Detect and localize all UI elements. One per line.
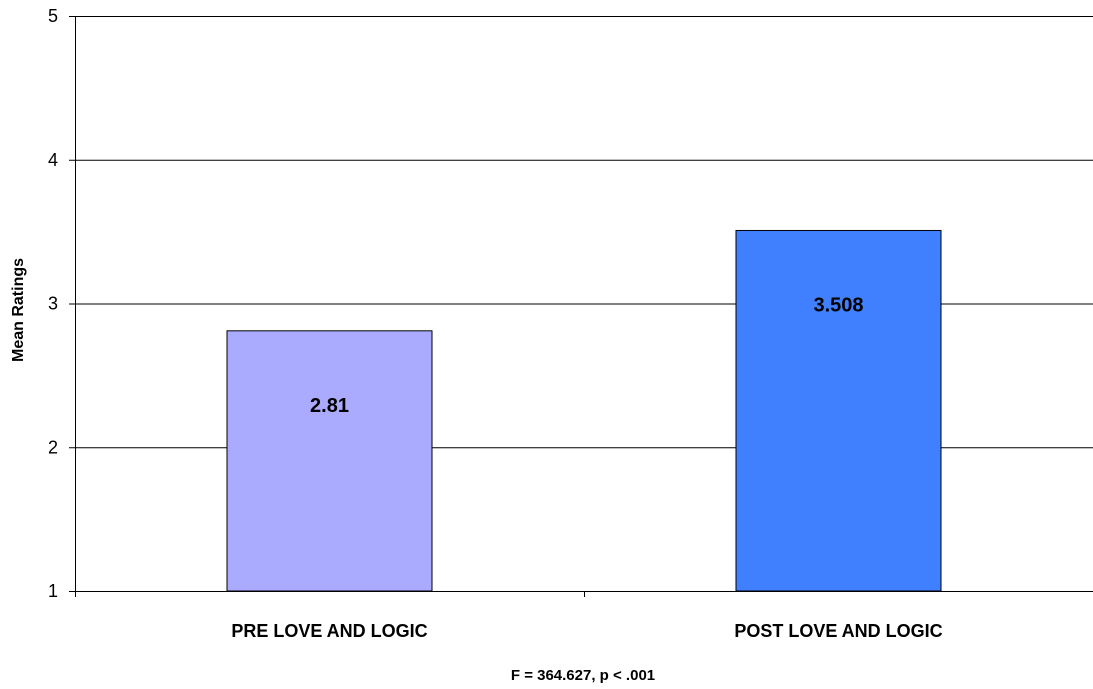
labels: 1 2 3 4 5 2.81 PRE LOVE AND LOGIC 3.508 POST LOV… <box>48 6 943 641</box>
y-axis-title: Mean Ratings <box>10 258 27 362</box>
bar <box>226 330 433 592</box>
x-axis-title: F = 364.627, p < .001 <box>511 667 655 684</box>
bar <box>735 229 942 592</box>
bar-data-label: 3.508 <box>813 294 863 316</box>
y-tick-label: 5 <box>48 6 58 26</box>
y-tick-label: 3 <box>48 294 58 314</box>
bar-data-label: 2.81 <box>310 395 349 417</box>
y-tick-label: 4 <box>48 150 58 170</box>
bars <box>226 229 942 592</box>
y-tick-label: 1 <box>48 581 58 601</box>
x-category-label: POST LOVE AND LOGIC <box>734 621 942 641</box>
y-tick-label: 2 <box>48 437 58 457</box>
x-category-label: PRE LOVE AND LOGIC <box>231 621 427 641</box>
